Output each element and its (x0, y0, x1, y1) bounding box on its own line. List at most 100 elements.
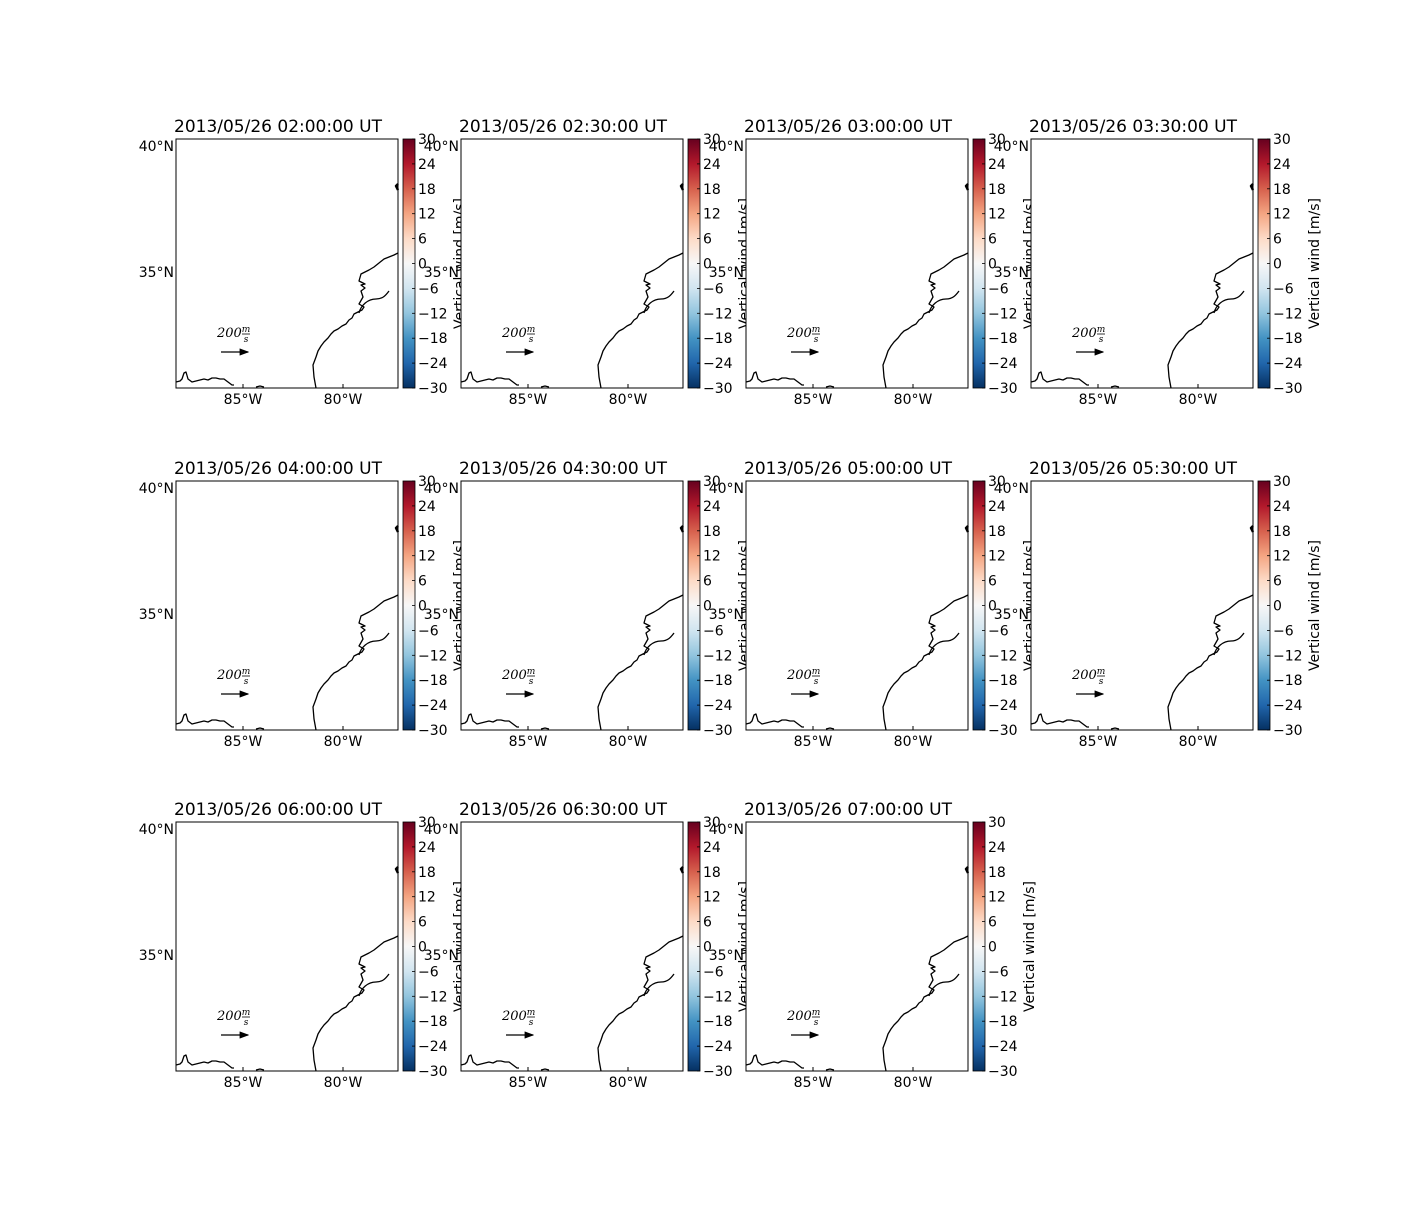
colorbar-tick-label: −6 (703, 623, 724, 639)
coastline-north-fragment (964, 866, 970, 874)
lat-label-35n: 35°N (709, 607, 744, 623)
coastline-cape (358, 290, 390, 314)
coastline-gulf (460, 1054, 519, 1069)
colorbar-tick-label: −12 (988, 648, 1018, 664)
coastline-cape (643, 632, 675, 656)
colorbar-tick-label: 30 (1273, 132, 1291, 148)
lat-label-35n: 35°N (139, 607, 174, 623)
coastline-north-fragment (394, 866, 400, 874)
panel-title: 2013/05/26 05:30:00 UT (1029, 459, 1238, 479)
lat-label-40n: 40°N (994, 139, 1029, 155)
map-frame (175, 821, 399, 1072)
lon-label-85w: 85°W (794, 1075, 833, 1091)
colorbar-tick-label: −6 (418, 964, 439, 980)
colorbar-tick-label: 0 (988, 257, 997, 273)
colorbar-tick-label: −30 (418, 1064, 448, 1080)
coastline-gulf (175, 371, 234, 386)
panel-title: 2013/05/26 05:00:00 UT (744, 459, 953, 479)
colorbar-tick-label: −6 (1273, 623, 1294, 639)
map-frame (1030, 480, 1254, 731)
coastline (175, 866, 400, 1072)
quiver-key-value: 200 (786, 668, 812, 683)
lon-label-85w: 85°W (224, 392, 263, 408)
colorbar-tick-label: −12 (988, 306, 1018, 322)
map-frame (460, 480, 684, 731)
map-frame (175, 480, 399, 731)
colorbar-tick-label: 12 (988, 549, 1006, 565)
coastline-north-fragment (1249, 183, 1255, 191)
quiver-key-unit-den: s (529, 677, 534, 687)
colorbar-tick-label: 0 (988, 940, 997, 956)
coastline-north-fragment (964, 183, 970, 191)
lon-label-80w: 80°W (894, 734, 933, 750)
colorbar-tick-label: 0 (988, 599, 997, 615)
lon-label-80w: 80°W (894, 1075, 933, 1091)
colorbar-tick-label: −18 (418, 673, 448, 689)
coastline-cape (1213, 290, 1245, 314)
quiver-key-unit-num: m (812, 325, 821, 335)
colorbar-tick-label: −6 (988, 964, 1009, 980)
quiver-key-value: 200 (501, 1009, 527, 1024)
coastline-gulf (745, 371, 804, 386)
colorbar: 30 24 18 12 6 0 −6 −12 −18 −24 −30 Vertical wind [m… (1257, 132, 1323, 397)
colorbar-tick-label: 12 (988, 207, 1006, 223)
lon-label-85w: 85°W (509, 734, 548, 750)
colorbar-tick-label: −24 (1273, 698, 1303, 714)
colorbar-tick-label: −30 (1273, 381, 1303, 397)
quiver-key: 200 ms (501, 667, 535, 698)
colorbar-tick-label: −24 (418, 356, 448, 372)
colorbar-tick-label: 0 (1273, 257, 1282, 273)
panel-title: 2013/05/26 03:00:00 UT (744, 117, 953, 137)
quiver-key-unit-den: s (1099, 335, 1104, 345)
coastline-gulf-east (540, 1068, 550, 1071)
quiver-key-unit-num: m (242, 1008, 251, 1018)
map-frame (1030, 138, 1254, 389)
colorbar-tick-label: −30 (1273, 723, 1303, 739)
colorbar-tick-label: 12 (418, 890, 436, 906)
lat-label-40n: 40°N (424, 822, 459, 838)
quiver-key-value: 200 (216, 326, 242, 341)
lon-label-80w: 80°W (609, 1075, 648, 1091)
colorbar-tick-label: −30 (988, 723, 1018, 739)
colorbar-tick-label: 30 (1273, 474, 1291, 490)
coastline-gulf-east (825, 1068, 835, 1071)
map-frame (460, 138, 684, 389)
lon-label-80w: 80°W (609, 734, 648, 750)
colorbar-tick-label: −18 (703, 1014, 733, 1030)
colorbar-tick-label: 6 (703, 574, 712, 590)
lon-label-80w: 80°W (324, 1075, 363, 1091)
lon-label-85w: 85°W (794, 392, 833, 408)
coastline-gulf-east (825, 385, 835, 388)
quiver-key-unit-num: m (1097, 667, 1106, 677)
quiver-key-unit-den: s (244, 677, 249, 687)
quiver-key-value: 200 (1071, 668, 1097, 683)
coastline (745, 525, 970, 731)
coastline-cape (643, 290, 675, 314)
map-frame (745, 821, 969, 1072)
colorbar-tick-label: −12 (703, 648, 733, 664)
colorbar-tick-label: −6 (703, 281, 724, 297)
colorbar-tick-label: −18 (1273, 331, 1303, 347)
coastline (460, 866, 685, 1072)
colorbar-tick-label: 24 (1273, 499, 1291, 515)
colorbar-tick-label: 30 (418, 132, 436, 148)
coastline-north-fragment (394, 525, 400, 533)
lat-label-40n: 40°N (424, 139, 459, 155)
colorbar-tick-label: −30 (703, 381, 733, 397)
lat-label-35n: 35°N (424, 265, 459, 281)
colorbar-tick-label: −6 (703, 964, 724, 980)
colorbar-tick-label: 18 (703, 524, 721, 540)
colorbar-tick-label: 24 (703, 499, 721, 515)
colorbar-tick-label: −24 (418, 1039, 448, 1055)
coastline-gulf (460, 713, 519, 728)
quiver-key-unit-num: m (527, 1008, 536, 1018)
colorbar-tick-label: −24 (703, 698, 733, 714)
quiver-key-value: 200 (786, 1009, 812, 1024)
coastline-cape (928, 632, 960, 656)
lon-label-85w: 85°W (1079, 392, 1118, 408)
